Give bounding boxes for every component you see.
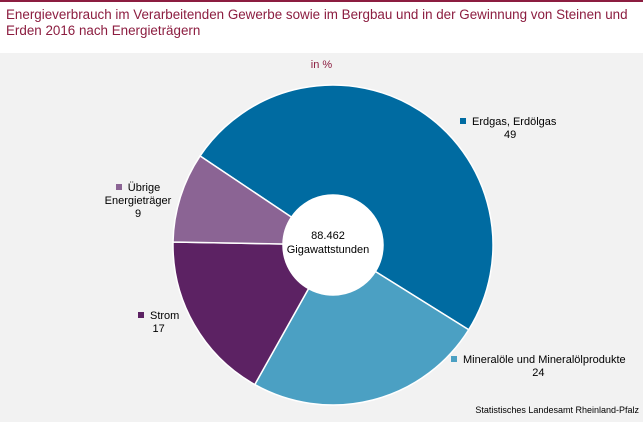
legend-swatch-erdgas [460, 118, 466, 124]
donut-slices [172, 84, 494, 406]
legend-label-mineraloele: Mineralöle und Mineralölprodukte [463, 354, 626, 366]
donut-hole [283, 195, 383, 295]
legend-label-strom: Strom [150, 310, 180, 322]
total-value: 88.462 [311, 230, 345, 242]
legend-swatch-strom [138, 312, 144, 318]
donut-center-label: 88.462 Gigawattstunden [283, 229, 373, 257]
legend-item-erdgas: Erdgas, Erdölgas 49 [460, 116, 556, 142]
title-top-rule [0, 0, 643, 2]
source-note: Statistisches Landesamt Rheinland-Pfalz [475, 405, 639, 415]
legend-value-erdgas: 49 [504, 129, 517, 141]
legend-swatch-mineraloele [451, 356, 457, 362]
legend-item-mineraloele: Mineralöle und Mineralölprodukte 24 [451, 354, 626, 380]
legend-value-mineraloele: 24 [532, 367, 545, 379]
unit-label: in % [310, 59, 333, 71]
chart-title: Energieverbrauch im Verarbeitenden Gewer… [6, 7, 628, 38]
total-unit: Gigawattstunden [286, 244, 370, 256]
legend-swatch-uebrige [115, 184, 122, 190]
legend-value-strom: 17 [152, 323, 165, 335]
legend-item-uebrige: Übrige Energieträger 9 [98, 182, 178, 221]
legend-label-erdgas: Erdgas, Erdölgas [472, 116, 557, 128]
legend-item-strom: Strom 17 [138, 310, 179, 336]
legend-value-uebrige: 9 [134, 208, 142, 220]
legend-label-uebrige: Übrige Energieträger [104, 182, 172, 207]
